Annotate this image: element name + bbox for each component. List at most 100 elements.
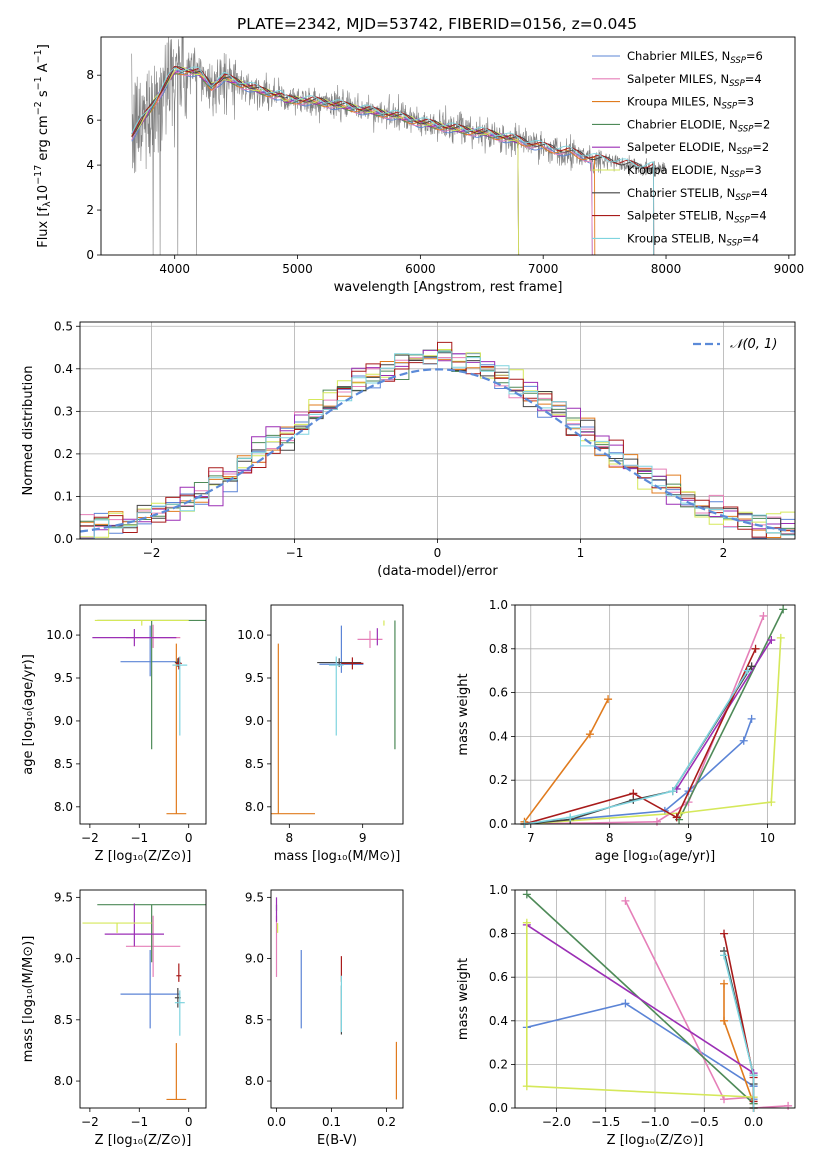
x-axis-label: (data-model)/error <box>377 564 498 579</box>
y-tick-label: 1.0 <box>489 598 508 612</box>
mass_weight_vs_Z-panel: −2.0 −1.5 −1.0 −0.5 0.0 0.0 0.2 0.4 0.6 0.8 1.0 Z [… <box>456 883 796 1148</box>
y-tick-label: 0.6 <box>489 970 508 984</box>
weight-marker <box>779 605 788 614</box>
weight-marker <box>629 789 638 798</box>
weight-marker <box>566 813 575 822</box>
y-tick-label: 0.2 <box>489 773 508 787</box>
weight-marker <box>743 666 752 675</box>
weight-marker <box>672 813 681 822</box>
x-tick-label: 4000 <box>159 262 190 276</box>
x-tick-label: 1 <box>577 546 585 560</box>
y-tick-label: 8.0 <box>245 1074 264 1088</box>
x-tick-label: 0.0 <box>267 1115 286 1129</box>
legend-entry: Salpeter STELIB, NSSP=4 <box>627 209 767 226</box>
weight-marker <box>652 817 661 826</box>
x-tick-label: 9 <box>359 831 367 845</box>
data-spectrum <box>131 37 667 255</box>
weight-marker <box>522 918 531 927</box>
spectrum-panel: 4000 5000 6000 7000 8000 9000 0 2 4 6 8 wavelength … <box>33 36 804 295</box>
y-tick-label: 0.6 <box>489 686 508 700</box>
x-tick-label: −1 <box>130 1115 148 1129</box>
y-tick-label: 9.5 <box>54 890 73 904</box>
model-spectrum <box>131 67 520 255</box>
y-tick-label: 0.0 <box>489 817 508 831</box>
y-axis-label: mass weight <box>456 673 471 755</box>
legend-entry: Chabrier STELIB, NSSP=4 <box>627 186 768 203</box>
y-tick-label: 0.8 <box>489 927 508 941</box>
y-axis-label: age [log₁₀(age/yr)] <box>21 654 36 775</box>
y-tick-label: 8.0 <box>245 800 264 814</box>
x-axis-label: mass [log₁₀(M/M⊙)] <box>274 849 401 864</box>
weight-marker <box>585 730 594 739</box>
normal-curve <box>80 368 795 533</box>
weight-marker <box>767 798 776 807</box>
legend-entry: Kroupa MILES, NSSP=3 <box>627 95 754 112</box>
weight-marker <box>747 662 756 671</box>
x-tick-label: 7 <box>527 831 535 845</box>
x-tick-label: −1.5 <box>591 1115 620 1129</box>
x-tick-label: 7000 <box>528 262 559 276</box>
y-tick-label: 9.0 <box>54 952 73 966</box>
y-tick-label: 10.0 <box>46 628 73 642</box>
weight-marker <box>720 951 729 960</box>
residuals-panel: −2 −1 0 1 2 0.0 0.1 0.2 0.3 0.4 0.5 (data-model)/er… <box>21 319 796 579</box>
y-axis-label: mass weight <box>456 958 471 1040</box>
x-tick-label: −0.5 <box>690 1115 719 1129</box>
axes-frame <box>100 36 796 256</box>
y-tick-label: 9.0 <box>245 952 264 966</box>
weight-marker <box>522 890 531 899</box>
y-tick-label: 0.2 <box>54 447 73 461</box>
y-axis-label: mass [log₁₀(M/M⊙)] <box>21 936 36 1063</box>
x-tick-label: 0 <box>185 1115 193 1129</box>
y-axis-label: Flux [fλ10−17 erg cm−2 s−1 A−1] <box>33 44 53 248</box>
weight-marker <box>621 999 630 1008</box>
y-tick-label: 10.0 <box>237 628 264 642</box>
axes-frame <box>79 604 207 825</box>
axes-frame <box>79 889 207 1109</box>
weight-marker <box>668 787 677 796</box>
y-tick-label: 9.5 <box>245 890 264 904</box>
histogram <box>80 351 795 539</box>
y-tick-label: 8.0 <box>54 1074 73 1088</box>
axes-frame <box>79 321 796 540</box>
x-tick-label: 2 <box>720 546 728 560</box>
legend-entry: Salpeter ELODIE, NSSP=2 <box>627 140 769 157</box>
weight-line <box>678 609 784 820</box>
legend-entry: Chabrier ELODIE, NSSP=2 <box>627 117 770 134</box>
x-tick-label: −2.0 <box>542 1115 571 1129</box>
model-spectrum <box>131 66 520 255</box>
weight-line <box>524 637 782 824</box>
weight-marker <box>720 1095 729 1104</box>
x-tick-label: 0.2 <box>377 1115 396 1129</box>
model-spectrum <box>131 66 655 255</box>
x-tick-label: 0 <box>185 831 193 845</box>
weight-line <box>526 924 755 1074</box>
y-tick-label: 1.0 <box>489 883 508 897</box>
weight-marker <box>776 633 785 642</box>
y-tick-label: 0.0 <box>489 1101 508 1115</box>
x-tick-label: 0.1 <box>322 1115 341 1129</box>
weight-marker <box>759 611 768 620</box>
weight-marker <box>784 1101 793 1110</box>
y-tick-label: 0 <box>86 248 94 262</box>
model-spectrum <box>131 66 655 255</box>
y-tick-label: 2 <box>86 203 94 217</box>
x-axis-label: wavelength [Angstrom, rest frame] <box>334 280 563 295</box>
x-tick-label: 5000 <box>282 262 313 276</box>
legend-entry: 𝒩(0, 1) <box>730 337 777 352</box>
weight-marker <box>720 979 729 988</box>
y-tick-label: 9.5 <box>54 671 73 685</box>
y-tick-label: 8.5 <box>245 757 264 771</box>
x-axis-label: E(B-V) <box>317 1133 357 1148</box>
weight-line <box>524 648 757 824</box>
y-tick-label: 4 <box>86 158 94 172</box>
y-tick-label: 8.5 <box>54 757 73 771</box>
y-tick-label: 8.5 <box>245 1013 264 1027</box>
y-tick-label: 0.4 <box>54 362 73 376</box>
legend-entry: Salpeter MILES, NSSP=4 <box>627 72 762 89</box>
weight-marker <box>522 1082 531 1091</box>
x-tick-label: −1.0 <box>640 1115 669 1129</box>
legend-entry: Kroupa STELIB, NSSP=4 <box>627 231 759 248</box>
x-tick-label: −2 <box>143 546 161 560</box>
